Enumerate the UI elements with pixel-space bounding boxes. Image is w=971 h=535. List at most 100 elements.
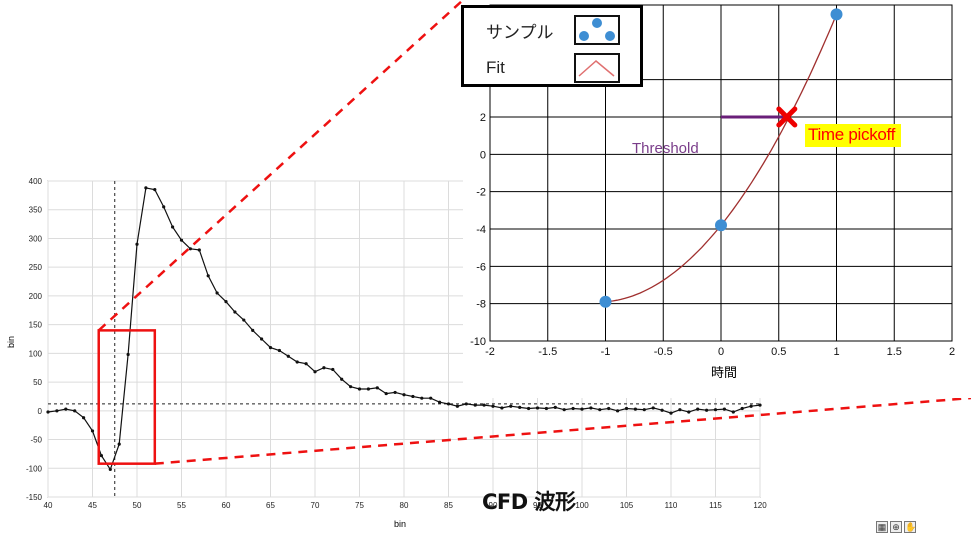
waveform-point xyxy=(349,385,353,389)
main-x-axis-label: bin xyxy=(394,519,406,529)
legend-sample-swatch xyxy=(574,15,620,45)
waveform-point xyxy=(188,247,192,251)
waveform-point xyxy=(55,409,59,413)
inset-y-tick-label: 0 xyxy=(480,149,486,161)
cursor-grid-icon[interactable]: ▦ xyxy=(876,521,888,533)
waveform-point xyxy=(46,410,50,414)
waveform-point xyxy=(660,408,664,412)
x-tick-label: 65 xyxy=(266,501,275,510)
waveform-point xyxy=(420,396,424,400)
waveform-point xyxy=(624,406,629,411)
waveform-point xyxy=(162,205,166,209)
x-tick-label: 115 xyxy=(709,501,722,510)
waveform-point xyxy=(598,408,602,412)
waveform-point xyxy=(411,394,415,399)
waveform-point xyxy=(126,352,130,357)
waveform-point xyxy=(500,406,504,410)
y-tick-label: 100 xyxy=(29,349,43,358)
waveform-point xyxy=(357,387,362,391)
waveform-point xyxy=(749,404,753,408)
waveform-point xyxy=(153,188,157,192)
waveform-point xyxy=(197,248,201,252)
x-tick-label: 80 xyxy=(400,501,409,510)
waveform-point xyxy=(571,406,575,411)
waveform-point xyxy=(242,318,246,322)
time-pickoff-label: Time pickoff xyxy=(805,124,902,147)
waveform-point xyxy=(464,402,468,406)
x-tick-label: 105 xyxy=(620,501,634,510)
waveform-point xyxy=(607,406,611,411)
waveform-point xyxy=(304,362,308,366)
waveform-point xyxy=(473,403,477,407)
waveform-point xyxy=(731,410,735,414)
x-tick-label: 75 xyxy=(355,501,364,510)
waveform-point xyxy=(446,402,451,406)
x-tick-label: 95 xyxy=(533,501,542,510)
waveform-point xyxy=(589,406,593,410)
waveform-point xyxy=(687,410,691,414)
legend: サンプル Fit xyxy=(461,5,643,87)
waveform-point xyxy=(375,386,379,390)
sample-point xyxy=(830,8,843,21)
sample-point xyxy=(599,295,612,308)
waveform-point xyxy=(251,328,255,332)
x-tick-label: 120 xyxy=(753,501,767,510)
graph-toolbar: ▦ ⊕ ✋ xyxy=(876,521,916,533)
inset-y-tick-label: -6 xyxy=(476,261,486,273)
waveform-point xyxy=(518,405,522,409)
inset-y-tick-label: 2 xyxy=(480,112,486,124)
waveform-point xyxy=(562,408,566,412)
inset-grid xyxy=(489,5,953,342)
waveform-point xyxy=(313,370,317,374)
legend-fit-swatch xyxy=(574,53,620,83)
pickoff-x-stroke xyxy=(776,106,798,128)
inset-y-tick-label: -8 xyxy=(476,299,486,311)
zoom-icon[interactable]: ⊕ xyxy=(890,521,902,533)
waveform-point xyxy=(553,405,557,409)
waveform-point xyxy=(438,400,442,404)
y-tick-label: 350 xyxy=(29,206,43,215)
waveform-point xyxy=(108,467,112,472)
waveform-point xyxy=(268,346,273,350)
y-tick-label: 250 xyxy=(29,263,43,272)
inset-x-axis-label: 時間 xyxy=(711,365,737,380)
waveform-point xyxy=(179,238,184,242)
inset-x-tick-label: 1 xyxy=(833,346,839,358)
waveform-point xyxy=(678,408,682,412)
waveform-point xyxy=(135,242,139,246)
threshold-label: Threshold xyxy=(632,140,699,157)
inset-x-tick-label: -0.5 xyxy=(654,346,673,358)
inset-x-tick-label: 0.5 xyxy=(771,346,786,358)
x-tick-label: 60 xyxy=(222,501,231,510)
waveform-point xyxy=(99,454,103,458)
waveform-point xyxy=(633,407,638,411)
x-tick-label: 70 xyxy=(311,501,320,510)
waveform-point xyxy=(322,366,326,370)
y-tick-label: 300 xyxy=(29,234,43,243)
waveform-point xyxy=(393,390,397,395)
waveform-point xyxy=(117,442,121,446)
waveform-point xyxy=(224,300,228,304)
waveform-points xyxy=(46,186,762,472)
waveform-point xyxy=(171,225,175,229)
waveform-point xyxy=(642,408,646,412)
y-tick-label: 400 xyxy=(29,177,43,186)
main-x-ticks: 40 45 50 55 60 65 70 75 80 85 90 95 100 105 110 115 120 xyxy=(44,501,768,510)
waveform-point xyxy=(491,404,495,408)
sample-point xyxy=(715,219,727,232)
time-pickoff-marker xyxy=(776,106,798,128)
waveform-point xyxy=(535,406,540,410)
inset-x-ticks: -2 -1.5 -1 -0.5 0 0.5 1 1.5 2 xyxy=(485,346,955,358)
pan-hand-icon[interactable]: ✋ xyxy=(904,521,917,533)
waveform-point xyxy=(90,429,95,433)
inset-y-tick-label: -2 xyxy=(476,187,486,199)
waveform-point xyxy=(669,411,673,415)
zoom-connector-bottom xyxy=(154,396,971,465)
waveform-point xyxy=(696,407,700,411)
inset-x-tick-label: -1 xyxy=(601,346,611,358)
zoom-region-box xyxy=(97,329,157,465)
inset-x-tick-label: 0 xyxy=(718,346,724,358)
waveform-point xyxy=(455,404,459,408)
waveform-point xyxy=(331,367,335,372)
waveform-point xyxy=(260,337,264,341)
